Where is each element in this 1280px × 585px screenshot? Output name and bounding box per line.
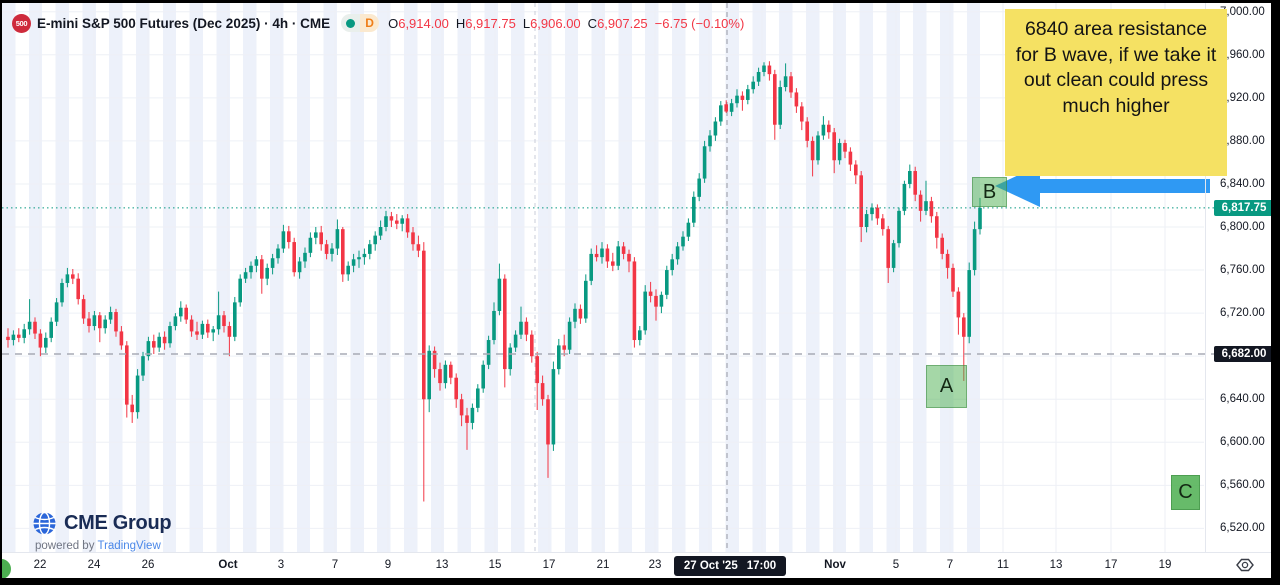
time-tick-label: 3 xyxy=(277,559,285,571)
price-tick-label: 6,720.00 xyxy=(1220,307,1265,320)
session-stripes xyxy=(2,3,990,552)
market-status-cell xyxy=(341,14,361,32)
symbol-header: 500 E-mini S&P 500 Futures (Dec 2025) · … xyxy=(12,11,744,35)
last-price-badge: 6,817.75 xyxy=(1214,199,1271,216)
time-tick-label: 5 xyxy=(892,559,900,571)
powered-by: powered by TradingView xyxy=(35,540,161,552)
price-tick-label: 6,880.00 xyxy=(1220,134,1265,147)
tradingview-link[interactable]: TradingView xyxy=(97,540,161,552)
market-status-dot xyxy=(346,18,356,28)
high-value: H6,917.75 xyxy=(455,15,516,31)
symbol-logo[interactable]: 500 xyxy=(12,13,31,33)
time-tick-label: 15 xyxy=(488,559,502,571)
time-tick-label: 24 xyxy=(87,559,101,571)
time-tick-label: 17 xyxy=(1104,559,1118,571)
time-tick-label: Nov xyxy=(824,559,846,571)
ohlc-readout: O6,914.00 H6,917.75 L6,906.00 C6,907.25 … xyxy=(388,16,744,31)
price-tick-label: 6,960.00 xyxy=(1220,48,1265,61)
low-value: L6,906.00 xyxy=(522,15,581,31)
wave-label-A[interactable]: A xyxy=(926,365,967,408)
price-tick-label: 6,920.00 xyxy=(1220,91,1265,104)
wave-label-B[interactable]: B xyxy=(972,177,1007,207)
time-tick-label: 13 xyxy=(435,559,449,571)
interval-badge[interactable]: D xyxy=(360,14,380,32)
open-value: O6,914.00 xyxy=(388,15,449,31)
time-tick-label: 21 xyxy=(596,559,610,571)
globe-icon xyxy=(33,511,56,536)
time-tick-label: 11 xyxy=(997,559,1009,571)
price-tick-label: 6,840.00 xyxy=(1220,177,1265,190)
price-tick-label: 6,600.00 xyxy=(1220,436,1265,449)
crosshair-date: 27 Oct '25 xyxy=(683,560,738,572)
change-value: −6.75 (−0.10%) xyxy=(654,15,745,31)
time-tick-label: 26 xyxy=(141,559,155,571)
cme-group-logo[interactable]: CME Group xyxy=(32,511,172,536)
support-level-badge: 6,682.00 xyxy=(1214,346,1271,363)
arrow-annotation[interactable] xyxy=(995,165,1210,207)
price-tick-label: 6,760.00 xyxy=(1220,264,1265,277)
time-tick-label: 7 xyxy=(331,559,339,571)
wave-label-C[interactable]: C xyxy=(1171,475,1200,510)
status-pill[interactable]: D xyxy=(341,14,380,32)
close-value: C6,907.25 xyxy=(587,15,648,31)
price-tick-label: 7,000.00 xyxy=(1220,5,1265,18)
price-tick-label: 6,520.00 xyxy=(1220,522,1265,535)
price-tick-label: 6,560.00 xyxy=(1220,479,1265,492)
time-tick-label: 17 xyxy=(542,559,556,571)
chart-canvas[interactable]: 7,000.00 6,960.00 6,920.00 6,880.00 6,840.00… xyxy=(2,3,1271,578)
candles xyxy=(6,61,982,502)
time-tick-label: 22 xyxy=(33,559,47,571)
price-tick-label: 6,640.00 xyxy=(1220,393,1265,406)
corner-avatar xyxy=(2,557,13,578)
time-tick-label: 13 xyxy=(1049,559,1063,571)
time-tick-label: 23 xyxy=(648,559,662,571)
price-axis-separator xyxy=(1205,3,1206,552)
crosshair-time: 17:00 xyxy=(746,560,777,572)
crosshair-date-badge: 27 Oct '25 17:00 xyxy=(674,556,786,576)
price-scale-eye-icon[interactable] xyxy=(1234,557,1256,573)
price-tick-label: 6,800.00 xyxy=(1220,221,1265,233)
annotation-note[interactable]: 6840 area resistance for B wave, if we t… xyxy=(1005,9,1227,176)
candlestick-chart[interactable] xyxy=(2,3,1271,578)
time-tick-label: 7 xyxy=(946,559,954,571)
vertical-gridlines xyxy=(39,3,1166,552)
symbol-title[interactable]: E-mini S&P 500 Futures (Dec 2025) · 4h ·… xyxy=(37,15,331,31)
time-axis-separator xyxy=(2,552,1271,553)
time-tick-label: 19 xyxy=(1158,559,1172,571)
time-tick-label: 9 xyxy=(384,559,392,571)
time-tick-label: Oct xyxy=(218,559,238,571)
cme-group-wordmark: CME Group xyxy=(64,512,172,534)
